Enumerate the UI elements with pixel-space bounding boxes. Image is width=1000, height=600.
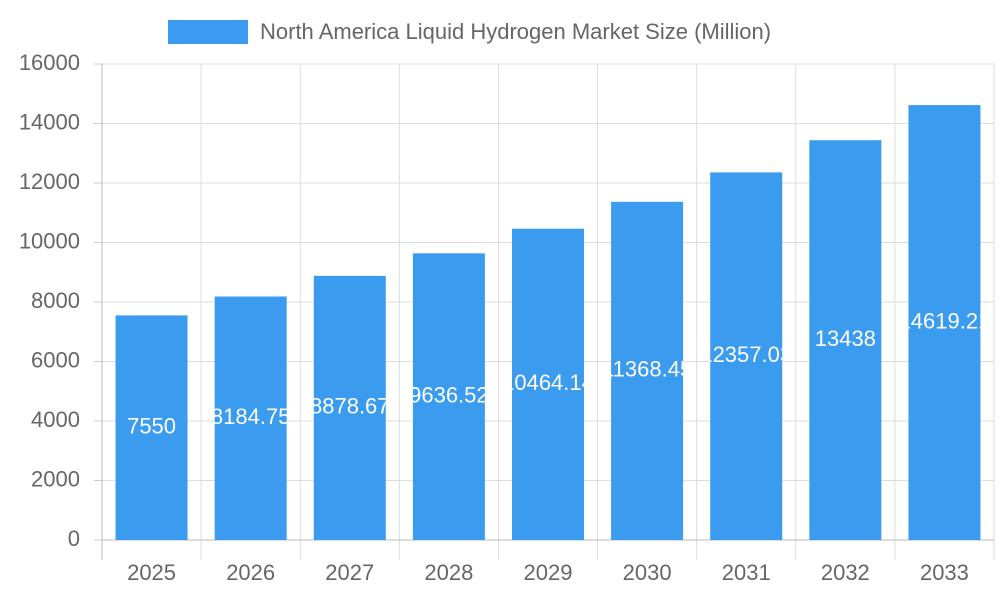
data-label: 13438 <box>815 326 876 351</box>
bar <box>710 172 783 540</box>
bar <box>313 275 386 540</box>
data-label: 10464.14 <box>502 370 594 395</box>
data-label: 12357.03 <box>700 342 792 367</box>
y-tick-label: 6000 <box>31 347 80 372</box>
y-tick-label: 4000 <box>31 407 80 432</box>
data-label: 9636.52 <box>409 382 489 407</box>
data-label: 11368.45 <box>602 357 692 382</box>
bar <box>908 105 981 541</box>
y-tick-label: 14000 <box>19 109 80 134</box>
data-label: 14619.21 <box>899 308 991 333</box>
y-tick-label: 12000 <box>19 169 80 194</box>
x-tick-label: 2028 <box>424 560 473 585</box>
legend-swatch <box>168 20 248 44</box>
y-tick-label: 16000 <box>19 50 80 75</box>
x-tick-label: 2031 <box>722 560 771 585</box>
x-tick-label: 2027 <box>325 560 374 585</box>
y-tick-label: 2000 <box>31 466 80 491</box>
data-label: 8878.67 <box>310 394 390 419</box>
bar <box>214 296 287 540</box>
x-tick-label: 2025 <box>127 560 176 585</box>
data-label: 8184.75 <box>211 404 291 429</box>
x-tick-label: 2030 <box>623 560 672 585</box>
x-tick-label: 2033 <box>920 560 969 585</box>
y-tick-label: 8000 <box>31 288 80 313</box>
bar <box>115 315 188 540</box>
bar <box>412 253 485 540</box>
bar <box>611 201 684 540</box>
x-tick-label: 2032 <box>821 560 870 585</box>
x-tick-label: 2026 <box>226 560 275 585</box>
data-label: 7550 <box>127 414 176 439</box>
x-tick-label: 2029 <box>524 560 573 585</box>
bar <box>512 228 584 540</box>
bar <box>809 140 882 541</box>
y-tick-label: 0 <box>68 526 80 551</box>
y-tick-label: 10000 <box>19 228 80 253</box>
legend-label: North America Liquid Hydrogen Market Siz… <box>260 19 771 44</box>
